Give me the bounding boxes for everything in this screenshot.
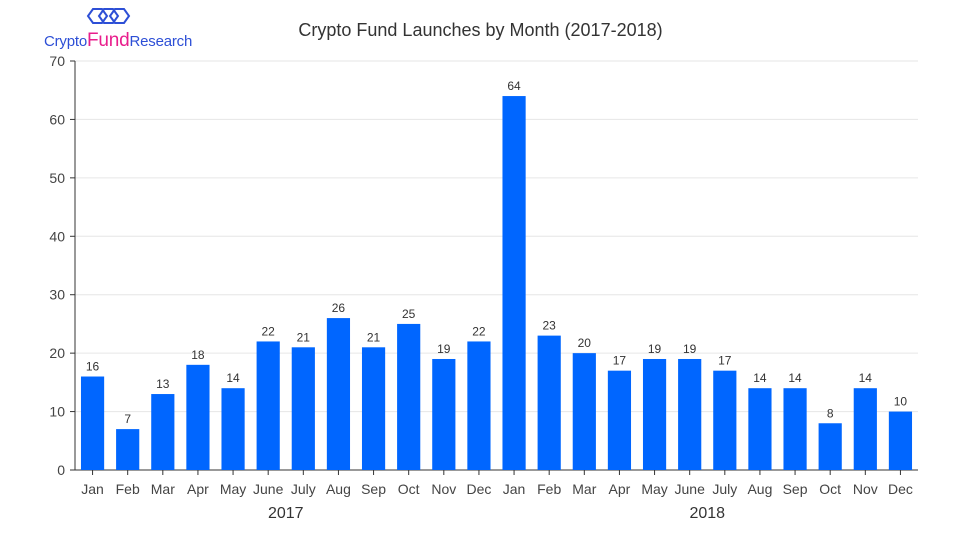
x-tick-label: Apr	[609, 481, 631, 497]
bar	[397, 323, 421, 470]
y-tick-label: 30	[49, 287, 65, 303]
bar-value-label: 18	[191, 348, 205, 362]
bar	[642, 358, 667, 470]
bar-value-label: 22	[472, 324, 486, 338]
bar	[818, 423, 842, 470]
bar	[467, 341, 491, 470]
x-tick-label: Feb	[116, 481, 140, 497]
y-tick-label: 20	[49, 345, 65, 361]
x-tick-label: Feb	[537, 481, 561, 497]
bar	[678, 358, 702, 470]
x-tick-label: Nov	[853, 481, 878, 497]
bar-value-label: 25	[402, 307, 416, 321]
x-tick-label: Apr	[187, 481, 209, 497]
y-tick-label: 50	[49, 170, 65, 186]
bar-value-label: 14	[753, 371, 767, 385]
bar	[291, 347, 315, 470]
bar-value-label: 20	[578, 336, 592, 350]
bar-value-label: 13	[156, 377, 170, 391]
bar	[748, 388, 772, 470]
x-tick-label: Dec	[888, 481, 913, 497]
x-tick-label: Oct	[819, 481, 841, 497]
y-tick-label: 40	[49, 228, 65, 244]
bar-value-label: 21	[297, 330, 311, 344]
bar	[80, 376, 105, 470]
bar	[537, 335, 561, 470]
bar-value-label: 22	[262, 324, 276, 338]
x-tick-label: Aug	[747, 481, 772, 497]
bar-value-label: 21	[367, 330, 381, 344]
x-tick-label: June	[253, 481, 284, 497]
bar-value-label: 17	[613, 354, 627, 368]
bar	[783, 388, 807, 470]
bar-value-label: 16	[86, 360, 100, 374]
bar-value-label: 14	[788, 371, 802, 385]
bar-value-label: 17	[718, 354, 732, 368]
bar	[502, 96, 526, 471]
bar	[713, 370, 737, 470]
bar	[572, 353, 596, 470]
bar-value-label: 19	[648, 342, 662, 356]
bar	[116, 429, 140, 470]
bar-value-label: 8	[827, 406, 834, 420]
bar	[853, 388, 877, 470]
x-tick-label: Nov	[431, 481, 456, 497]
x-tick-label: Oct	[398, 481, 420, 497]
y-tick-label: 0	[57, 462, 65, 478]
chart-title: Crypto Fund Launches by Month (2017-2018…	[298, 20, 663, 40]
x-tick-label: Jan	[81, 481, 104, 497]
x-tick-label: May	[641, 481, 667, 497]
logo-icon	[86, 8, 131, 24]
x-tick-label: June	[675, 481, 706, 497]
x-tick-label: Mar	[572, 481, 596, 497]
bar-value-label: 23	[543, 319, 557, 333]
bar-value-label: 19	[437, 342, 451, 356]
x-tick-label: Jan	[503, 481, 526, 497]
y-tick-label: 60	[49, 111, 65, 127]
logo-wordmark: CryptoFundResearch	[44, 30, 192, 52]
bar-value-label: 14	[226, 371, 240, 385]
x-tick-label: Dec	[466, 481, 491, 497]
bar-value-label: 10	[894, 395, 908, 409]
bar	[607, 370, 632, 470]
x-tick-label: July	[712, 481, 737, 497]
x-tick-label: May	[220, 481, 246, 497]
bar-value-label: 7	[124, 412, 131, 426]
x-tick-label: Mar	[151, 481, 175, 497]
bar	[326, 318, 351, 470]
logo: CryptoFundResearch	[44, 6, 204, 52]
bar-value-label: 19	[683, 342, 697, 356]
logo-text-crypto: Crypto	[44, 33, 87, 50]
year-group-label: 2017	[268, 505, 304, 522]
bar-value-label: 64	[507, 79, 521, 93]
year-group-label: 2018	[689, 505, 725, 522]
bar	[361, 347, 386, 470]
bar	[221, 388, 245, 470]
bar	[186, 364, 210, 470]
bar-value-label: 14	[859, 371, 873, 385]
x-tick-label: July	[291, 481, 316, 497]
bar-value-label: 26	[332, 301, 346, 315]
logo-text-research: Research	[129, 33, 193, 50]
y-tick-label: 70	[49, 53, 65, 69]
bar	[888, 411, 913, 470]
logo-text-fund: Fund	[86, 30, 130, 51]
bar	[432, 358, 456, 470]
bar	[256, 341, 280, 470]
bar	[151, 394, 175, 470]
x-tick-label: Aug	[326, 481, 351, 497]
x-tick-label: Sep	[361, 481, 386, 497]
x-tick-label: Sep	[783, 481, 808, 497]
y-tick-label: 10	[49, 404, 65, 420]
